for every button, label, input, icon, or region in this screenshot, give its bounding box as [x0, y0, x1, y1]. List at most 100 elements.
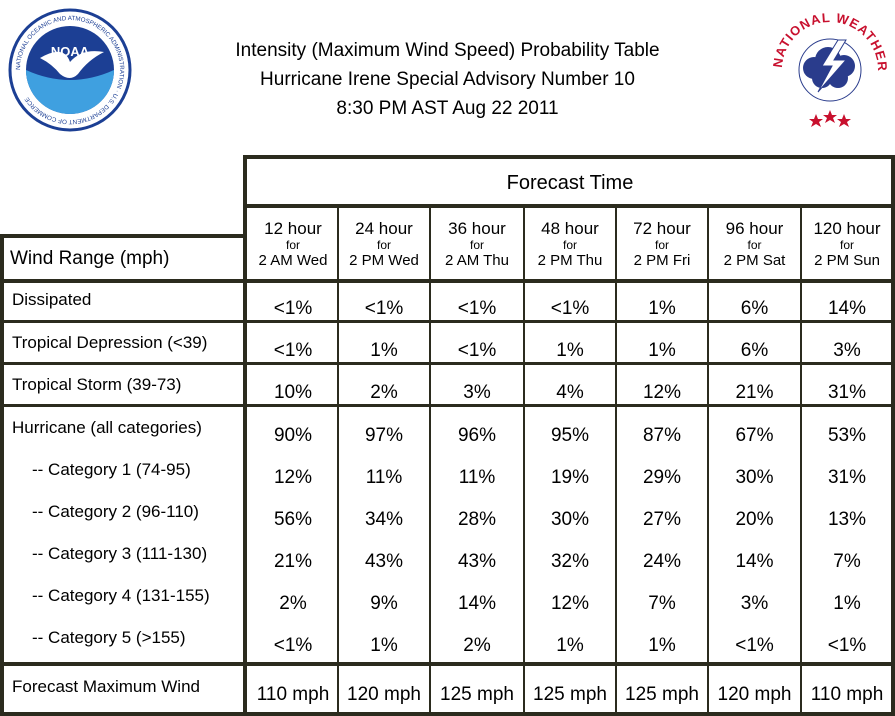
table-cell: 14%	[457, 593, 497, 614]
table-cell: 12%	[273, 467, 313, 488]
table-cell: 4%	[556, 382, 584, 403]
table-cell: 1%	[370, 340, 398, 361]
column-hours: 48 hour	[541, 219, 599, 238]
column-hours: 36 hour	[448, 219, 506, 238]
table-cell: 27%	[642, 509, 682, 530]
wind-range-header: Wind Range (mph)	[10, 248, 170, 269]
table-cell: 120 mph	[717, 684, 792, 705]
table-cell: 7%	[648, 593, 676, 614]
table-cell: 12%	[550, 593, 590, 614]
row-label: -- Category 2 (96-110)	[32, 502, 199, 521]
table-cell: 32%	[550, 551, 590, 572]
row-label: -- Category 3 (111-130)	[32, 544, 208, 563]
table-cell: 2%	[279, 593, 307, 614]
column-for: for	[839, 238, 854, 252]
table-rule	[243, 204, 895, 208]
table-rule	[0, 234, 4, 716]
table-cell: 12%	[642, 382, 682, 403]
table-cell: 28%	[457, 509, 497, 530]
row-label: Tropical Depression (<39)	[12, 333, 208, 352]
table-cell: 2%	[463, 635, 491, 656]
column-hours: 12 hour	[264, 219, 322, 238]
table-rule	[0, 712, 895, 716]
table-cell: 3%	[463, 382, 491, 403]
table-cell: 13%	[827, 509, 867, 530]
table-cell: 21%	[735, 382, 774, 403]
column-day: 2 PM Fri	[633, 252, 691, 269]
table-cell: 24%	[642, 551, 682, 572]
noaa-logo-text: NOAA	[51, 44, 90, 59]
nws-logo: NATIONAL WEATHER SERVICE	[772, 10, 888, 127]
row-label: -- Category 4 (131-155)	[32, 586, 210, 605]
table-cell: 14%	[827, 298, 867, 319]
table-rule	[243, 155, 895, 159]
page-title: Intensity (Maximum Wind Speed) Probabili…	[150, 36, 745, 123]
table-cell: <1%	[273, 635, 313, 656]
title-line-3: 8:30 PM AST Aug 22 2011	[336, 98, 559, 119]
table-cell: 11%	[458, 467, 496, 488]
column-hours: 72 hour	[633, 219, 691, 238]
table-cell: 9%	[370, 593, 398, 614]
column-header-6: 96 hour for 2 PM Sat	[708, 219, 801, 270]
table-cell: 67%	[735, 425, 774, 446]
table-cell: 19%	[550, 467, 590, 488]
noaa-logo: NOAA NATIONAL OCEANIC AND ATMOSPHERIC AD…	[8, 8, 132, 132]
table-cell: <1%	[457, 340, 497, 361]
column-for: for	[654, 238, 669, 252]
column-header-7: 120 hour for 2 PM Sun	[801, 219, 893, 270]
table-rule	[615, 207, 617, 716]
table-rule	[800, 207, 802, 716]
table-cell: 1%	[833, 593, 861, 614]
table-rule	[0, 320, 895, 323]
table-cell: 1%	[648, 635, 676, 656]
table-cell: 1%	[648, 340, 676, 361]
row-label: Tropical Storm (39-73)	[12, 375, 182, 394]
row-label: -- Category 5 (>155)	[32, 628, 186, 647]
table-cell: <1%	[273, 340, 313, 361]
column-hours: 96 hour	[725, 219, 784, 238]
column-hours: 120 hour	[813, 219, 881, 238]
table-cell: 6%	[740, 298, 769, 319]
table-cell: 97%	[364, 425, 404, 446]
table-cell: 90%	[273, 425, 313, 446]
table-cell: 56%	[273, 509, 313, 530]
table-rule	[0, 234, 247, 238]
table-rule	[0, 279, 895, 283]
table-cell: 120 mph	[347, 684, 421, 705]
table-rule	[0, 362, 895, 365]
table-cell: 125 mph	[440, 684, 514, 705]
table-cell: 43%	[457, 551, 497, 572]
title-line-2: Hurricane Irene Special Advisory Number …	[260, 69, 635, 90]
table-cell: 110 mph	[810, 684, 884, 705]
column-day: 2 PM Thu	[537, 252, 603, 269]
column-for: for	[285, 238, 300, 252]
table-cell: 3%	[833, 340, 861, 361]
column-for: for	[747, 238, 762, 252]
table-cell: 31%	[827, 467, 867, 488]
table-cell: 1%	[648, 298, 676, 319]
table-cell: <1%	[457, 298, 497, 319]
column-header-5: 72 hour for 2 PM Fri	[616, 219, 708, 270]
table-cell: 1%	[556, 635, 584, 656]
forecast-time-header: Forecast Time	[506, 172, 634, 194]
column-day: 2 AM Thu	[445, 252, 509, 269]
table-cell: 30%	[735, 467, 774, 488]
table-rule	[0, 662, 895, 666]
column-header-3: 36 hour for 2 AM Thu	[430, 219, 524, 270]
table-cell: 29%	[642, 467, 682, 488]
row-label: Dissipated	[12, 290, 92, 309]
table-cell: 7%	[833, 551, 861, 572]
column-hours: 24 hour	[355, 219, 413, 238]
table-cell: 30%	[550, 509, 590, 530]
table-cell: 10%	[273, 382, 313, 403]
table-cell: 14%	[735, 551, 774, 572]
table-cell: 21%	[273, 551, 313, 572]
table-cell: 53%	[827, 425, 867, 446]
table-cell: 96%	[457, 425, 497, 446]
column-for: for	[562, 238, 577, 252]
table-rule	[243, 155, 247, 715]
column-day: 2 PM Wed	[349, 252, 419, 269]
table-cell: <1%	[550, 298, 590, 319]
column-for: for	[469, 238, 484, 252]
column-header-1: 12 hour for 2 AM Wed	[248, 219, 338, 270]
